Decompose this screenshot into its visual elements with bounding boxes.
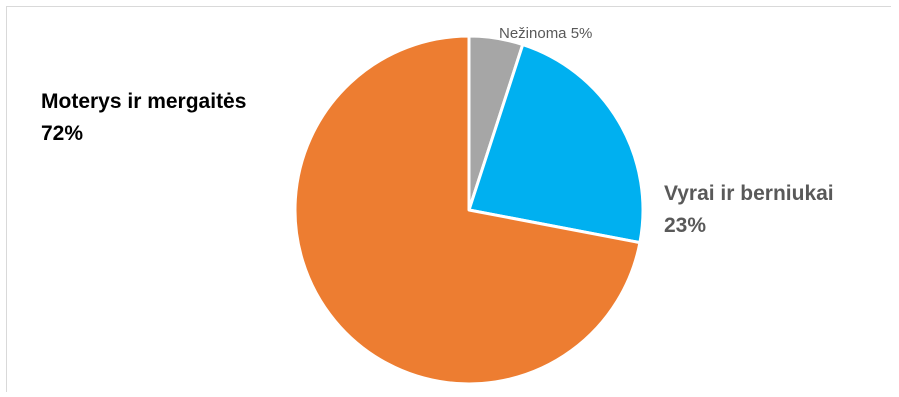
slice-label-unknown: Nežinoma 5% [499, 25, 592, 42]
chart-frame [6, 6, 891, 392]
slice-women [293, 34, 642, 386]
slice-label-men: Vyrai ir berniukai 23% [664, 182, 839, 237]
slice-label-women: Moterys ir mergaitės 72% [41, 90, 252, 145]
slice-men [467, 43, 645, 245]
